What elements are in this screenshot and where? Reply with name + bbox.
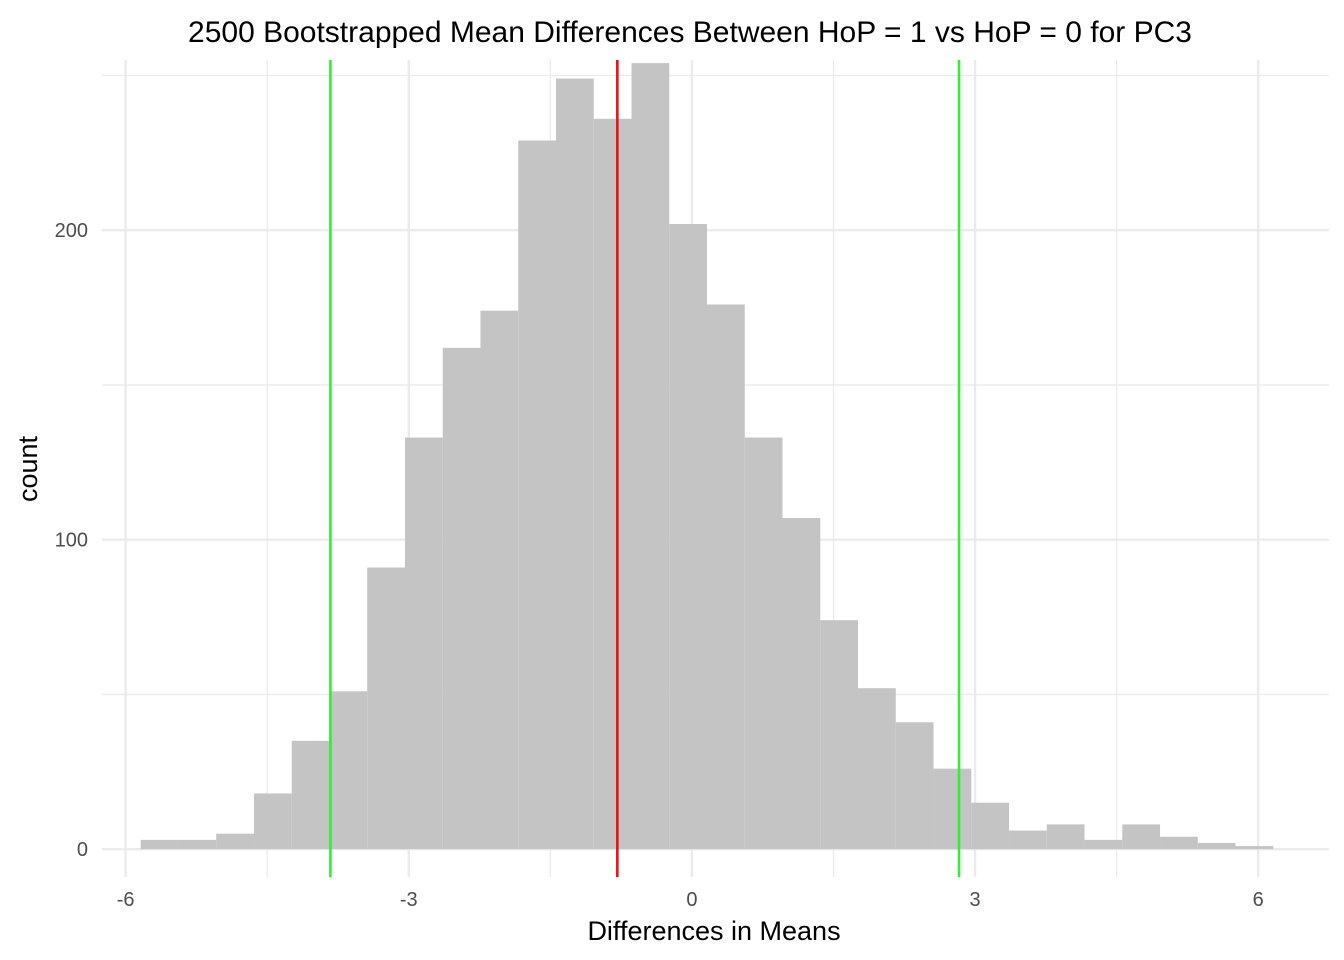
y-tick-label: 0 [77, 839, 88, 861]
reference-lines [329, 60, 961, 877]
histogram-bar [253, 793, 292, 850]
histogram-bar [367, 567, 405, 850]
y-tick-label: 100 [55, 530, 88, 552]
histogram-bar [782, 518, 821, 850]
histogram-bar [140, 839, 179, 850]
x-tick-label: 6 [1253, 889, 1264, 911]
histogram-bar [1084, 839, 1123, 850]
histogram-bar [178, 839, 217, 850]
histogram-bar [404, 437, 443, 850]
histogram-bar [593, 118, 632, 850]
histogram-bars [140, 63, 1274, 850]
x-tick-label: -6 [117, 889, 135, 911]
x-tick-label: 0 [686, 889, 697, 911]
histogram-bar [1235, 846, 1274, 850]
histogram-bar [858, 688, 896, 850]
histogram-bar [480, 310, 519, 850]
histogram-bar [555, 78, 594, 850]
histogram-bar [216, 833, 254, 850]
histogram-bar [1009, 830, 1047, 850]
histogram-bar [669, 224, 708, 850]
histogram-bar [820, 620, 859, 850]
x-axis-tick-labels: -6 -3 0 3 6 [117, 889, 1264, 911]
histogram-bar [291, 740, 330, 850]
histogram-bar [1046, 824, 1085, 850]
histogram-bar [971, 802, 1010, 850]
histogram-bar [933, 768, 972, 850]
histogram-bar [329, 691, 368, 850]
histogram-bar [1197, 842, 1236, 850]
x-tick-label: -3 [400, 889, 418, 911]
y-axis-title: count [13, 435, 43, 502]
y-tick-label: 200 [55, 220, 88, 242]
x-tick-label: 3 [969, 889, 980, 911]
y-axis-tick-labels: 0 100 200 [55, 220, 88, 861]
chart-title: 2500 Bootstrapped Mean Differences Betwe… [188, 16, 1192, 49]
histogram-bar [518, 140, 556, 850]
histogram-bar [744, 437, 783, 850]
histogram-bar [631, 63, 670, 850]
histogram-bar [707, 304, 745, 850]
histogram-bar [1160, 836, 1198, 850]
histogram-bar [1122, 824, 1161, 850]
x-axis-title: Differences in Means [587, 916, 840, 946]
histogram-bar [442, 347, 481, 850]
histogram-bar [895, 722, 934, 850]
